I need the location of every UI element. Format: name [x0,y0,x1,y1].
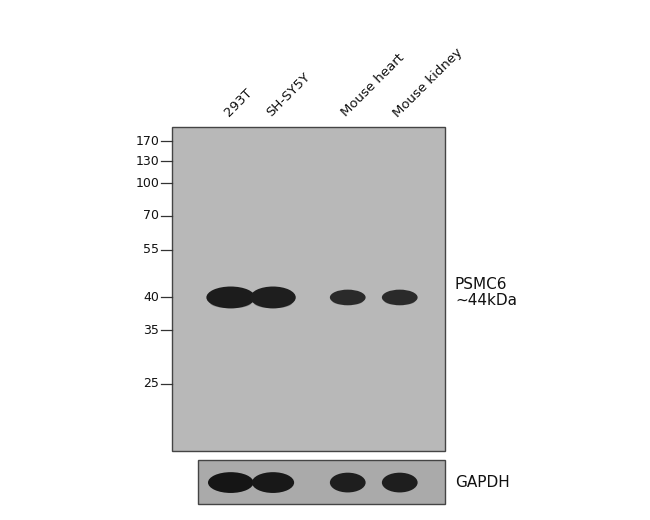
Text: PSMC6: PSMC6 [455,278,508,292]
Text: 100: 100 [135,176,159,189]
Ellipse shape [382,290,417,305]
Ellipse shape [252,472,294,493]
Bar [172,127,445,451]
Text: 130: 130 [135,155,159,167]
Ellipse shape [385,297,415,305]
Ellipse shape [330,473,365,492]
Ellipse shape [382,473,417,492]
Text: Mouse kidney: Mouse kidney [391,45,465,120]
Text: ~44kDa: ~44kDa [455,293,517,308]
Text: 170: 170 [135,135,159,148]
Ellipse shape [210,297,252,308]
Text: 40: 40 [144,291,159,304]
Text: 293T: 293T [222,87,254,120]
Text: SH-SY5Y: SH-SY5Y [264,71,313,120]
Bar [198,460,445,504]
Text: 55: 55 [143,243,159,256]
Ellipse shape [207,287,255,308]
Text: GAPDH: GAPDH [455,475,510,490]
Ellipse shape [208,472,254,493]
Ellipse shape [254,297,292,308]
Text: 25: 25 [144,378,159,390]
Text: 70: 70 [143,209,159,223]
Ellipse shape [250,287,296,308]
Ellipse shape [330,290,365,305]
Text: Mouse heart: Mouse heart [339,51,406,120]
Ellipse shape [333,297,363,305]
Text: 35: 35 [144,323,159,337]
